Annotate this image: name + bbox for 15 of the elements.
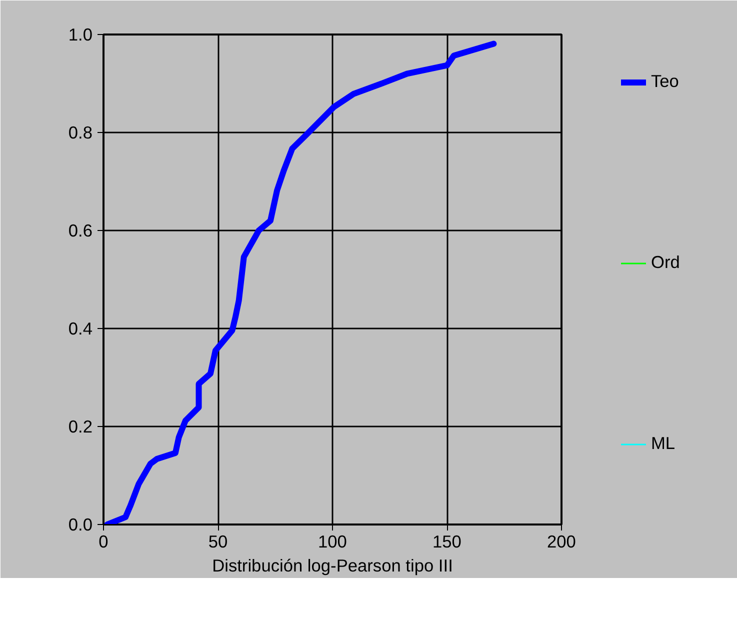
y-tick-label: 0.6 (68, 220, 93, 240)
legend-label: Ord (651, 252, 680, 273)
x-tick-label: 150 (432, 532, 462, 552)
x-tick-label: 100 (318, 532, 347, 552)
x-tick-label: 200 (547, 532, 576, 552)
y-tick-label: 0.8 (68, 122, 93, 142)
legend-label: Teo (651, 71, 679, 92)
x-axis-title: Distribución log-Pearson tipo III (212, 556, 453, 576)
y-tick-label: 0.0 (68, 514, 93, 534)
legend-label: ML (651, 433, 676, 454)
y-tick-label: 1.0 (68, 24, 93, 44)
y-tick-label: 0.2 (68, 416, 93, 436)
x-tick-label: 0 (98, 532, 108, 552)
y-tick-label: 0.4 (68, 318, 93, 338)
x-tick-label: 50 (208, 532, 228, 552)
